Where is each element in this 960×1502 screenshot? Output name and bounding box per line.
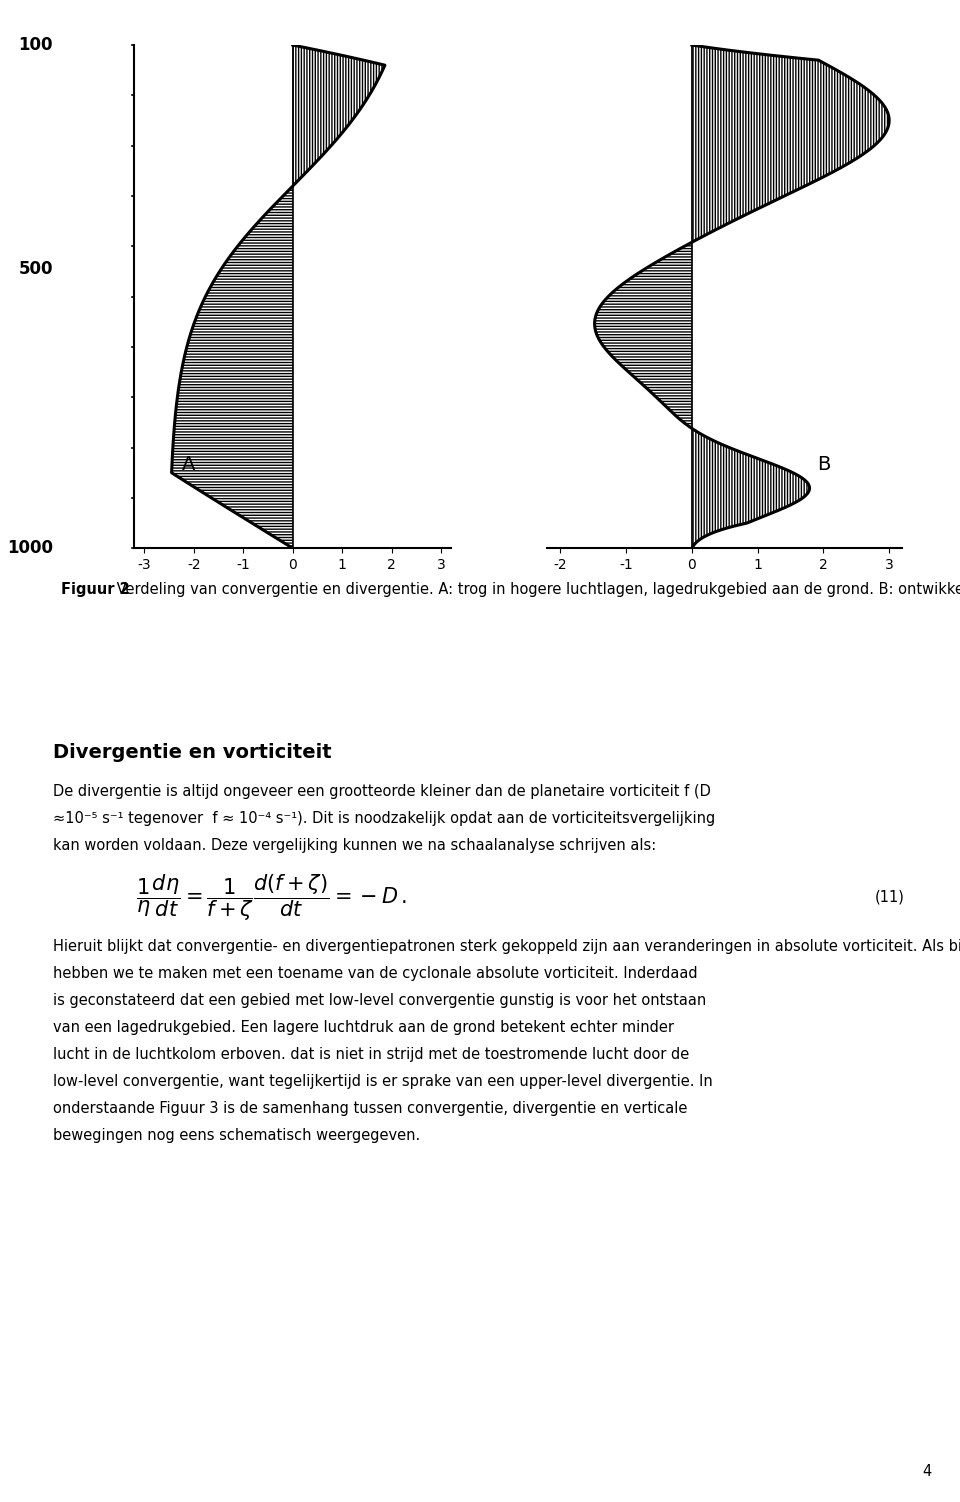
Text: Hieruit blijkt dat convergentie- en divergentiepatronen sterk gekoppeld zijn aan: Hieruit blijkt dat convergentie- en dive…	[53, 939, 960, 954]
Text: lucht in de luchtkolom erboven. dat is niet in strijd met de toestromende lucht : lucht in de luchtkolom erboven. dat is n…	[53, 1047, 689, 1062]
Text: 500: 500	[18, 260, 53, 278]
Text: A: A	[182, 455, 196, 473]
Text: van een lagedrukgebied. Een lagere luchtdruk aan de grond betekent echter minder: van een lagedrukgebied. Een lagere lucht…	[53, 1020, 674, 1035]
Text: ≈10⁻⁵ s⁻¹ tegenover  f ≈ 10⁻⁴ s⁻¹). Dit is noodzakelijk opdat aan de vorticiteit: ≈10⁻⁵ s⁻¹ tegenover f ≈ 10⁻⁴ s⁻¹). Dit i…	[53, 811, 715, 826]
Text: 100: 100	[18, 36, 53, 54]
Text: low-level convergentie, want tegelijkertijd is er sprake van een upper-level div: low-level convergentie, want tegelijkert…	[53, 1074, 712, 1089]
Text: Figuur 2: Figuur 2	[61, 583, 130, 598]
Text: is geconstateerd dat een gebied met low-level convergentie gunstig is voor het o: is geconstateerd dat een gebied met low-…	[53, 993, 706, 1008]
Text: onderstaande Figuur 3 is de samenhang tussen convergentie, divergentie en vertic: onderstaande Figuur 3 is de samenhang tu…	[53, 1101, 687, 1116]
Text: bewegingen nog eens schematisch weergegeven.: bewegingen nog eens schematisch weergege…	[53, 1128, 420, 1143]
Text: kan worden voldaan. Deze vergelijking kunnen we na schaalanalyse schrijven als:: kan worden voldaan. Deze vergelijking ku…	[53, 838, 656, 853]
Text: Verdeling van convergentie en divergentie. A: trog in hogere luchtlagen, lagedru: Verdeling van convergentie en divergenti…	[112, 583, 960, 598]
Text: $\dfrac{1}{\eta}\dfrac{d\eta}{dt} = \dfrac{1}{f+\zeta}\dfrac{d(f+\zeta)}{dt} = -: $\dfrac{1}{\eta}\dfrac{d\eta}{dt} = \dfr…	[136, 873, 407, 922]
Text: De divergentie is altijd ongeveer een grootteorde kleiner dan de planetaire vort: De divergentie is altijd ongeveer een gr…	[53, 784, 710, 799]
Text: hebben we te maken met een toename van de cyclonale absolute vorticiteit. Inderd: hebben we te maken met een toename van d…	[53, 966, 697, 981]
Text: Divergentie en vorticiteit: Divergentie en vorticiteit	[53, 743, 331, 763]
Text: (11): (11)	[875, 891, 904, 904]
Text: 4: 4	[922, 1464, 931, 1479]
Text: B: B	[817, 455, 830, 473]
Text: 1000: 1000	[7, 539, 53, 557]
